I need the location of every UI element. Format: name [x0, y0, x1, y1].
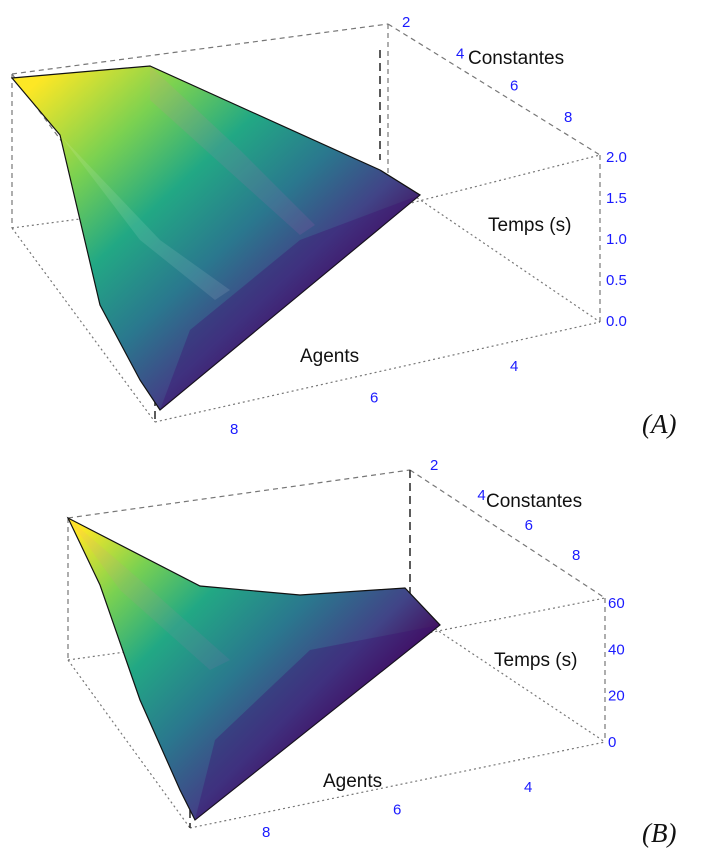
chart-a: 2 4 6 8 4 6 8 0.0 0.5 1.0 1.5 2.0 Constantes Temp… — [10, 14, 676, 439]
chart-a-zlabel: Temps (s) — [488, 215, 571, 236]
chart-a-x-tick: 4 — [456, 46, 464, 63]
chart-a-xlabel: Constantes — [468, 48, 564, 69]
chart-a-ylabel: Agents — [300, 346, 359, 367]
chart-a-surface — [10, 65, 422, 411]
chart-a-z-tick: 0.0 — [606, 313, 627, 330]
chart-a-y-tick: 6 — [370, 390, 378, 407]
chart-b-zlabel: Temps (s) — [494, 650, 577, 671]
chart-a-y-ticks: 4 6 8 — [230, 358, 518, 438]
chart-a-z-ticks: 0.0 0.5 1.0 1.5 2.0 — [606, 149, 627, 330]
chart-a-x-tick: 8 — [564, 109, 572, 126]
chart-b-x-ticks: 2 4 6 8 — [430, 457, 580, 564]
chart-a-x-ticks: 2 4 6 8 — [402, 14, 572, 126]
chart-b-x-tick: 8 — [572, 547, 580, 564]
chart-b-z-ticks: 0 20 40 60 — [608, 595, 625, 751]
chart-a-z-tick: 1.5 — [606, 190, 627, 207]
chart-a-x-tick: 6 — [510, 77, 518, 94]
chart-b-y-tick: 8 — [262, 824, 270, 841]
chart-b-ylabel: Agents — [323, 771, 382, 792]
chart-b-z-tick: 60 — [608, 595, 625, 612]
chart-a-y-tick: 4 — [510, 358, 518, 375]
chart-b-z-tick: 20 — [608, 688, 625, 705]
chart-b-x-tick: 2 — [430, 457, 438, 474]
chart-b-y-ticks: 4 6 8 — [262, 779, 532, 841]
chart-a-z-tick: 0.5 — [606, 272, 627, 289]
chart-a-z-tick: 1.0 — [606, 231, 627, 248]
chart-b-xlabel: Constantes — [486, 491, 582, 512]
chart-b-z-tick: 0 — [608, 734, 616, 751]
chart-b-panel-label: (B) — [642, 818, 676, 848]
chart-b-z-tick: 40 — [608, 641, 625, 658]
chart-a-z-tick: 2.0 — [606, 149, 627, 166]
chart-b-x-tick: 4 — [477, 487, 485, 504]
chart-a-y-tick: 8 — [230, 421, 238, 438]
chart-b-y-tick: 4 — [524, 779, 532, 796]
chart-b-x-tick: 6 — [525, 517, 533, 534]
chart-b: 2 4 6 8 4 6 8 0 20 40 60 Constantes Temps (s) Ag… — [66, 457, 676, 848]
chart-a-panel-label: (A) — [642, 409, 676, 439]
chart-a-x-tick: 2 — [402, 14, 410, 31]
chart-b-surface — [66, 516, 441, 821]
chart-b-y-tick: 6 — [393, 802, 401, 819]
